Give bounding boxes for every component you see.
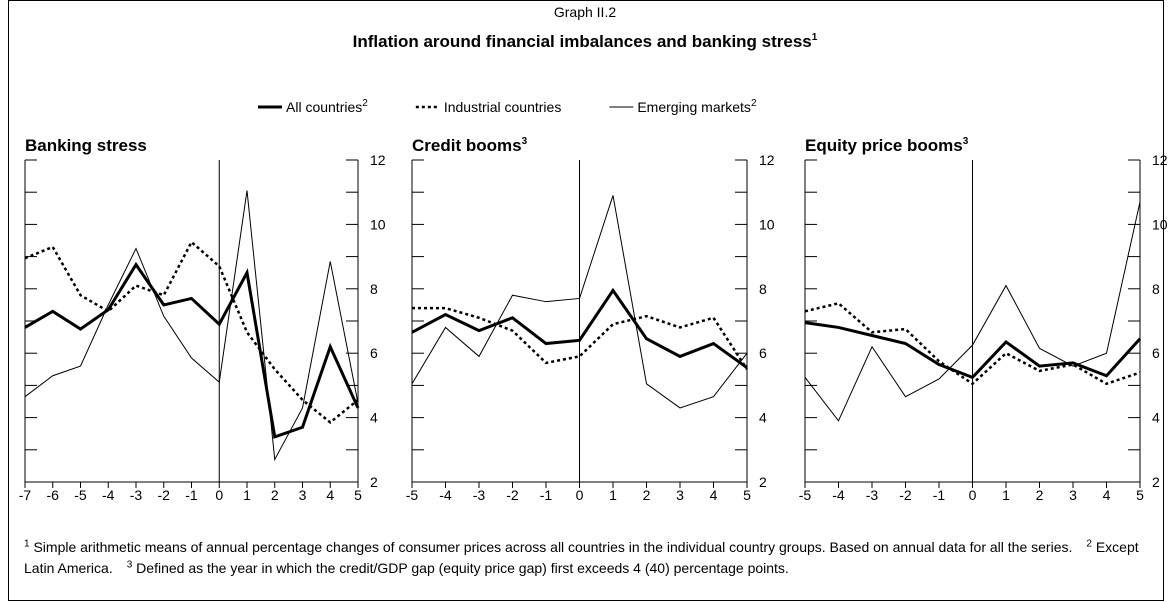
x-tick-label: -5 [74,487,87,503]
legend-entry: Industrial countries [444,99,562,115]
legend-name: Emerging markets [637,99,751,115]
series-line [804,301,1141,386]
y-tick-label: 10 [370,216,386,232]
x-tick-label: -4 [832,487,845,503]
legend-note: 2 [751,98,757,109]
chart-title: Inflation around financial imbalances an… [353,32,818,51]
footnote-mark: 1 [24,538,30,550]
panel-title-text: Banking stress [25,136,147,155]
x-tick-label: -1 [540,487,553,503]
x-tick-label: 1 [609,487,617,503]
y-tick-label: 4 [370,410,378,426]
x-tick-label: 1 [1002,487,1010,503]
y-tick-label: 8 [759,281,767,297]
series-line [412,306,749,370]
x-tick-label: -1 [933,487,946,503]
x-tick-label: 0 [969,487,977,503]
x-tick-label: 5 [354,487,362,503]
panel-title-text: Equity price booms [805,136,963,155]
x-tick-label: -3 [866,487,879,503]
y-tick-label: 12 [370,152,386,168]
x-tick-label: -5 [799,487,812,503]
x-tick-label: 2 [1036,487,1044,503]
y-tick-label: 12 [759,152,775,168]
y-tick-label: 6 [759,345,767,361]
panel-title: Equity price booms3 [805,136,969,155]
x-tick-label: 1 [243,487,251,503]
x-tick-label: 5 [743,487,751,503]
x-tick-label: 0 [215,487,223,503]
x-tick-label: -1 [185,487,198,503]
x-tick-label: -2 [158,487,171,503]
x-tick-label: -3 [473,487,486,503]
x-tick-label: 4 [710,487,718,503]
y-tick-label: 8 [370,281,378,297]
y-tick-label: 10 [1152,216,1168,232]
x-tick-label: 4 [326,487,334,503]
series-line [804,201,1141,422]
legend-name: Industrial countries [444,99,562,115]
title-note: 1 [812,32,818,43]
x-tick-label: 5 [1136,487,1144,503]
x-tick-label: 0 [576,487,584,503]
y-tick-label: 2 [759,474,767,490]
series-line [24,190,359,462]
y-tick-label: 12 [1152,152,1168,168]
y-tick-label: 2 [370,474,378,490]
x-tick-label: 2 [643,487,651,503]
footnote-mark: 3 [126,559,133,571]
legend-name: All countries [286,99,362,115]
x-tick-label: -4 [102,487,115,503]
panel-title: Credit booms3 [412,136,528,155]
series-line [24,261,360,439]
series-line [411,287,748,369]
x-tick-label: -5 [406,487,419,503]
x-tick-label: -2 [506,487,519,503]
x-tick-label: 3 [676,487,684,503]
y-tick-label: 6 [370,345,378,361]
x-tick-label: -3 [130,487,143,503]
y-tick-label: 6 [1152,345,1160,361]
footnote-mark: 2 [1086,538,1092,550]
x-tick-label: -7 [19,487,32,503]
panel-title-text: Credit booms [412,136,522,155]
panel-title-note: 3 [522,136,528,147]
x-tick-label: -4 [439,487,452,503]
title-text: Inflation around financial imbalances an… [353,32,812,51]
footnote-text: Defined as the year in which the credit/… [136,560,789,576]
x-tick-label: 2 [271,487,279,503]
series-line [411,195,748,409]
footnote-text: Simple arithmetic means of annual percen… [33,539,1073,555]
x-tick-label: 3 [299,487,307,503]
legend-note: 2 [362,98,368,109]
y-tick-label: 4 [1152,410,1160,426]
legend-entry: All countries2 [286,98,368,115]
x-tick-label: 3 [1069,487,1077,503]
frame [8,0,1164,601]
panel-title: Banking stress [25,136,147,155]
y-tick-label: 10 [759,216,775,232]
legend-entry: Emerging markets2 [637,98,757,115]
series-line [804,321,1142,380]
y-tick-label: 2 [1152,474,1160,490]
y-tick-label: 8 [1152,281,1160,297]
y-tick-label: 4 [759,410,767,426]
x-tick-label: 4 [1103,487,1111,503]
footnote-text: Except Latin America. [24,539,1139,576]
x-tick-label: -6 [47,487,60,503]
panel-title-note: 3 [963,136,969,147]
graph-label: Graph II.2 [554,4,616,20]
x-tick-label: -2 [899,487,912,503]
series-line [24,240,359,425]
footnotes: 1 Simple arithmetic means of annual perc… [24,537,1144,579]
